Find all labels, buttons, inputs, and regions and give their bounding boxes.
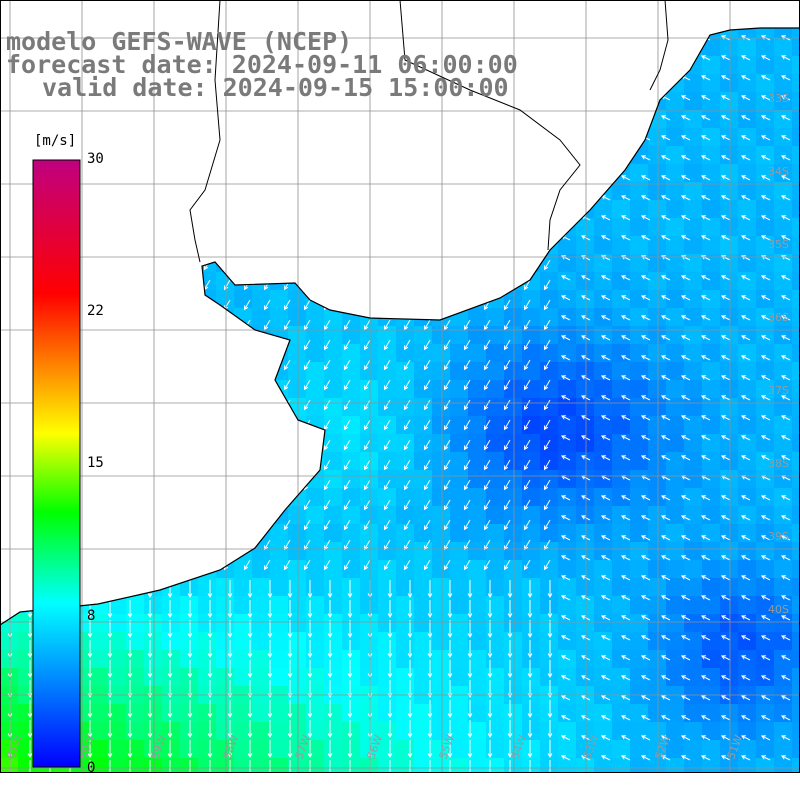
title-forecast-date: forecast date: 2024-09-11 06:00:00 [6,50,518,79]
lat-label: 36S [768,311,789,324]
colorbar-tick-8: 8 [87,608,96,624]
title-valid-date: valid date: 2024-09-15 15:00:00 [42,73,509,102]
lat-label: 37S [768,384,789,397]
coastline [0,0,800,626]
colorbar-tick-30: 30 [87,151,104,167]
lat-label: 33S [768,92,789,105]
lat-label: 38S [768,457,789,470]
lat-label: 35S [768,238,789,251]
colorbar-unit: [m/s] [34,133,77,149]
lat-label: 34S [768,165,789,178]
colorbar-tick-0: 0 [87,760,96,776]
wind-speed-field [0,28,800,773]
lat-label: 40S [768,603,789,616]
lat-lon-grid [0,0,800,773]
lat-label: 39S [768,530,789,543]
colorbar-tick-15: 15 [87,455,104,471]
title-model: modelo GEFS-WAVE (NCEP) [6,27,353,56]
colorbar-tick-22: 22 [87,303,104,319]
colorbar [32,159,81,768]
